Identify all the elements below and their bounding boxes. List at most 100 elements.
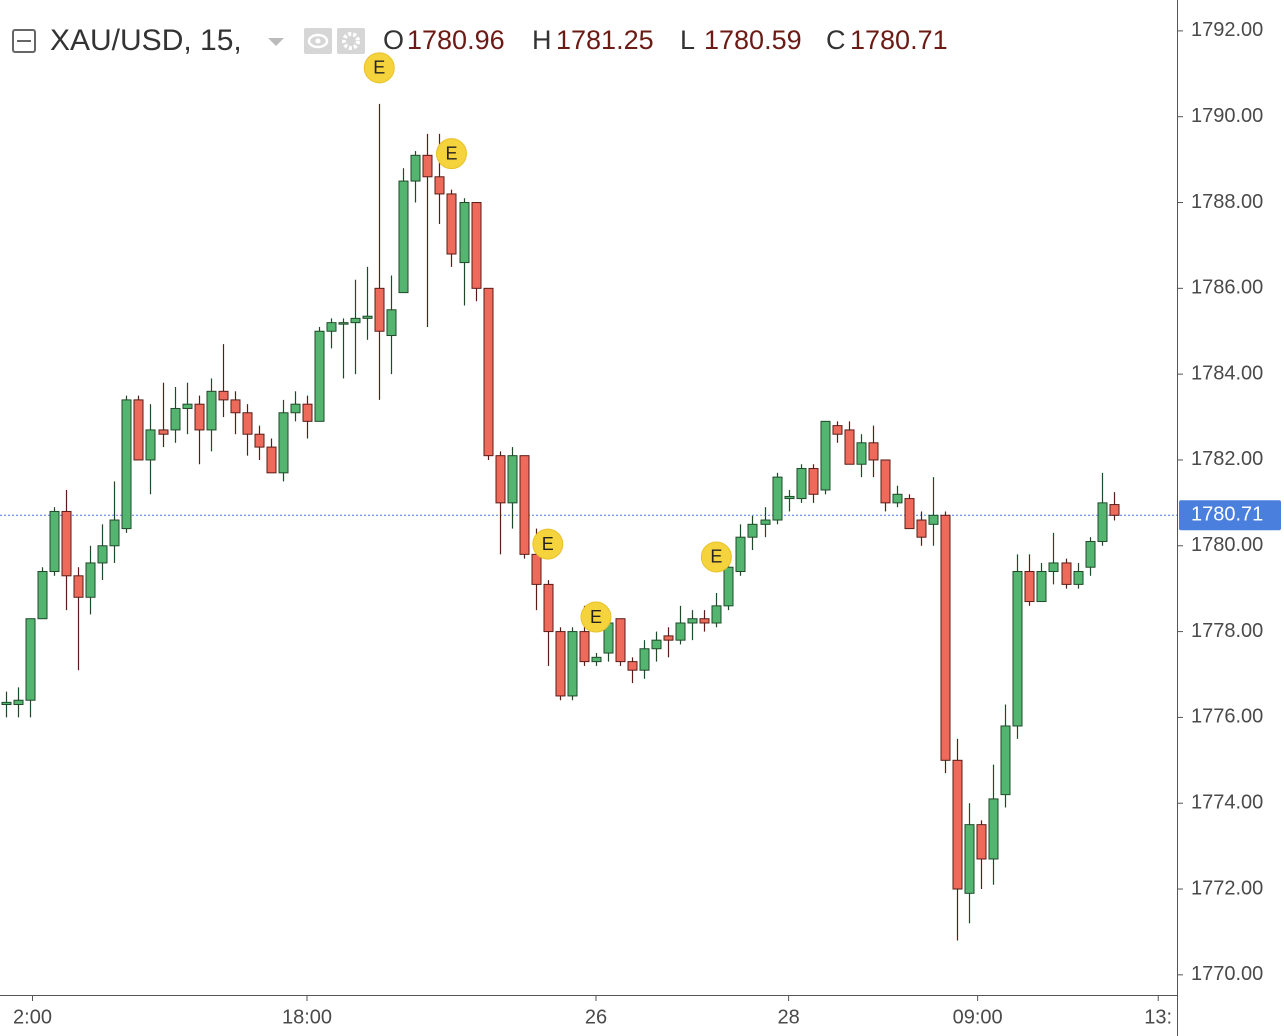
candle-body <box>711 605 722 624</box>
settings-button[interactable] <box>337 28 365 54</box>
ohlc-value: 1780.96 <box>407 25 505 55</box>
candle-body <box>170 407 181 431</box>
candle-body <box>796 468 807 500</box>
y-tick-label: 1792.00 <box>1191 19 1263 41</box>
candle-body <box>1073 571 1084 585</box>
y-tick-label: 1774.00 <box>1191 791 1263 813</box>
candle-body <box>206 390 217 431</box>
candle-body <box>182 403 193 409</box>
candle-body <box>73 575 84 598</box>
candle-body <box>158 429 169 435</box>
candle-body <box>422 154 433 178</box>
y-tick-label: 1778.00 <box>1191 620 1263 642</box>
candle-body <box>338 322 349 325</box>
candle-body <box>1 701 12 706</box>
candle-body <box>856 442 867 465</box>
candle-body <box>579 631 590 663</box>
candle-body <box>278 412 289 474</box>
candle-body <box>543 583 554 633</box>
y-tick-label: 1780.00 <box>1191 534 1263 556</box>
candle-body <box>615 618 626 663</box>
collapse-button[interactable] <box>12 29 36 53</box>
candle-body <box>675 622 686 641</box>
candle-body <box>483 287 494 457</box>
candle-body <box>109 519 120 547</box>
ohlc-letter: L <box>680 25 695 55</box>
event-marker <box>532 528 564 560</box>
x-tick-label: 13: <box>1144 1006 1172 1028</box>
symbol-title: XAU/USD, 15, <box>50 24 242 57</box>
y-tick-label: 1772.00 <box>1191 877 1263 899</box>
candle-body <box>145 429 156 461</box>
candle-body <box>747 523 758 538</box>
candle-body <box>25 618 36 701</box>
y-tick-label: 1770.00 <box>1191 963 1263 985</box>
candle-body <box>97 545 108 564</box>
candle-body <box>362 315 373 319</box>
candle-body <box>988 798 999 860</box>
candle-body <box>13 699 24 706</box>
candle-body <box>904 498 915 530</box>
candle-body <box>820 420 831 491</box>
candle-body <box>916 519 927 538</box>
candle-body <box>928 514 939 525</box>
candle-body <box>808 468 819 495</box>
candle-body <box>952 759 963 890</box>
eye-pupil <box>315 38 321 44</box>
candle-body <box>242 412 253 435</box>
candle-body <box>446 193 457 255</box>
candle-body <box>37 571 48 620</box>
candle-body <box>880 459 891 504</box>
candle-body <box>723 566 734 607</box>
event-label: E <box>710 547 722 567</box>
ohlc-letter: H <box>532 25 552 55</box>
eye-icon <box>307 33 329 49</box>
candle-body <box>1109 504 1120 516</box>
candles <box>1 103 1120 941</box>
candle-body <box>459 202 470 264</box>
candle-body <box>735 536 746 573</box>
candle-body <box>1097 502 1108 542</box>
candle-body <box>471 202 482 289</box>
event-label: E <box>542 534 554 554</box>
last-price-box <box>1179 500 1281 531</box>
last-price-label: 1780.71 <box>1191 504 1263 526</box>
candle-body <box>651 639 662 650</box>
candle-body <box>290 403 301 414</box>
y-tick-label: 1784.00 <box>1191 362 1263 384</box>
ohlc-value: 1780.59 <box>704 25 802 55</box>
dropdown-arrow[interactable] <box>268 38 284 46</box>
candle-body <box>687 618 698 624</box>
candle-body <box>591 656 602 663</box>
candle-body <box>627 661 638 671</box>
candle-body <box>1024 571 1035 603</box>
candle-body <box>85 562 96 598</box>
x-tick-label: 26 <box>585 1006 607 1028</box>
event-label: E <box>373 58 385 78</box>
candle-body <box>266 446 277 474</box>
x-tick-label: 2:00 <box>13 1006 52 1028</box>
candle-body <box>61 510 72 577</box>
candle-body <box>507 455 518 504</box>
candle-body <box>434 176 445 195</box>
gear-icon <box>342 32 360 50</box>
candle-body <box>519 455 530 555</box>
event-label: E <box>445 143 457 163</box>
candle-body <box>567 631 578 697</box>
legend-controls: XAU/USD, 15, <box>12 24 365 57</box>
candle-body <box>1000 725 1011 796</box>
event-label: E <box>590 607 602 627</box>
candle-body <box>314 330 325 422</box>
ohlc-value: 1780.71 <box>850 25 948 55</box>
candle-body <box>531 553 542 585</box>
ohlc-letter: C <box>826 25 846 55</box>
candle-body <box>386 309 397 337</box>
event-marker <box>700 541 732 573</box>
candle-body <box>1036 571 1047 603</box>
candle-body <box>230 399 241 414</box>
candle-body <box>495 455 506 504</box>
candle-body <box>976 824 987 860</box>
candle-body <box>133 399 144 461</box>
candle-body <box>832 425 843 435</box>
